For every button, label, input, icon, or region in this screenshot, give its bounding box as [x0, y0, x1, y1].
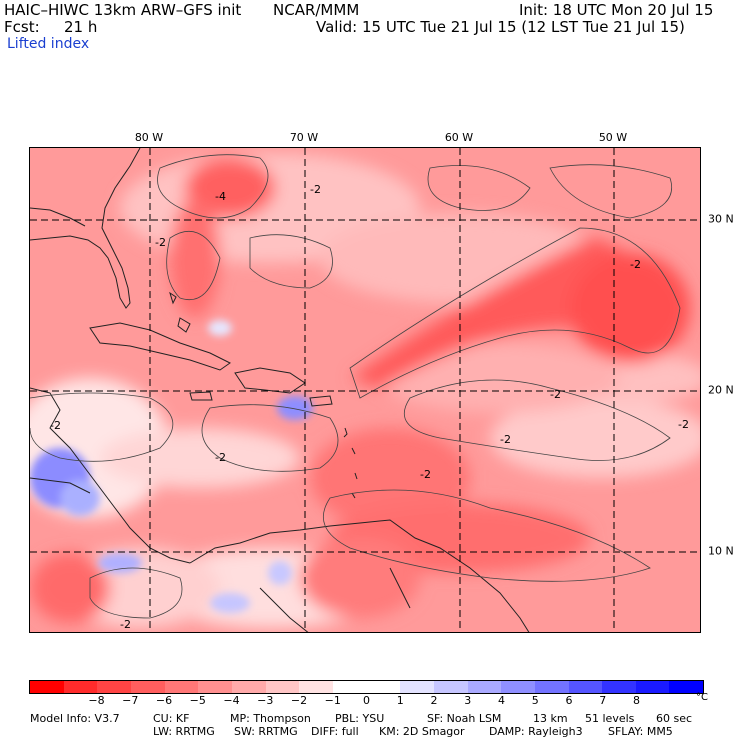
color-scale-tick-label: 2	[430, 694, 438, 707]
color-scale-swatch	[400, 681, 434, 693]
color-scale-tick-label: −4	[223, 694, 240, 707]
latitude-label: 10 N	[708, 544, 734, 558]
color-scale-tick-label: 3	[464, 694, 472, 707]
lifted-index-map: -4 -2 -2 -2 -2 -2 -2 -2 -2 -2 -2	[29, 147, 701, 633]
contour-label: -2	[420, 468, 431, 481]
contour-lines	[30, 154, 681, 619]
microphysics-scheme: MP: Thompson	[230, 712, 311, 725]
contour-label: -2	[678, 418, 689, 431]
unit-label: °C	[696, 692, 708, 703]
model-info: Model Info: V3.7	[30, 712, 120, 725]
color-scale-tick-label: 7	[599, 694, 607, 707]
color-scale-swatch	[669, 681, 704, 693]
valid-time: Valid: 15 UTC Tue 21 Jul 15 (12 LST Tue …	[316, 18, 685, 36]
color-scale-swatch	[366, 681, 401, 693]
shortwave-scheme: SW: RRTMG	[234, 725, 298, 738]
color-scale-swatch	[568, 681, 603, 693]
contour-label: -4	[215, 190, 226, 203]
color-scale-swatch	[433, 681, 468, 693]
resolution: 13 km	[533, 712, 568, 725]
color-scale-swatch	[635, 681, 670, 693]
color-scale-swatch	[231, 681, 266, 693]
init-time: Init: 18 UTC Mon 20 Jul 15	[519, 1, 714, 19]
color-scale-swatch	[30, 681, 64, 693]
color-scale-tick-label: −3	[257, 694, 274, 707]
damping-setting: DAMP: Rayleigh3	[489, 725, 583, 738]
latitude-label: 30 N	[708, 212, 734, 226]
contour-label: -2	[120, 618, 131, 631]
longwave-scheme: LW: RRTMG	[153, 725, 215, 738]
color-scale-swatch	[63, 681, 98, 693]
coastlines	[30, 148, 530, 632]
color-scale-swatch	[534, 681, 569, 693]
color-scale-tick-label: −2	[290, 694, 308, 707]
color-scale-tick-label: 8	[633, 694, 640, 707]
color-scale-swatch	[467, 681, 502, 693]
positive-lifted-index-areas	[30, 320, 313, 613]
contour-label: -2	[50, 419, 61, 432]
color-scale-swatch	[130, 681, 165, 693]
color-scale-swatch	[299, 681, 333, 693]
contour-label: -2	[215, 451, 226, 464]
color-scale-bar	[29, 680, 704, 694]
diffusion-setting: DIFF: full	[311, 725, 359, 738]
color-scale-tick-label: −6	[155, 694, 173, 707]
color-scale-swatch	[164, 681, 199, 693]
color-scale-swatch	[501, 681, 535, 693]
longitude-label: 70 W	[289, 131, 319, 144]
color-scale-swatch	[198, 681, 232, 693]
color-scale-tick-label: −1	[324, 694, 341, 707]
latitude-label: 20 N	[708, 383, 734, 397]
contour-label: -2	[155, 236, 166, 249]
color-scale-swatch	[602, 681, 636, 693]
contour-labels: -4 -2 -2 -2 -2 -2 -2 -2 -2 -2 -2	[50, 183, 689, 631]
cumulus-scheme: CU: KF	[153, 712, 190, 725]
color-scale-swatch	[97, 681, 131, 693]
surface-scheme: SF: Noah LSM	[427, 712, 502, 725]
lat-lon-grid	[30, 148, 700, 632]
color-scale-tick-label: 0	[363, 694, 370, 707]
timestep: 60 sec	[656, 712, 693, 725]
color-scale-swatch	[265, 681, 300, 693]
organization-label: NCAR/MMM	[273, 1, 360, 19]
color-scale-tick-label: −7	[122, 694, 139, 707]
contour-label: -2	[310, 183, 321, 196]
contour-label: -2	[630, 258, 641, 271]
color-scale-tick-label: 1	[396, 694, 404, 707]
color-scale-tick-label: 4	[498, 694, 505, 707]
color-scale-swatch	[332, 681, 367, 693]
forecast-hour: 21 h	[64, 18, 98, 36]
contour-label: -2	[550, 388, 561, 401]
color-scale-tick-label: 5	[531, 694, 539, 707]
surface-layer-scheme: SFLAY: MM5	[608, 725, 673, 738]
field-name: Lifted index	[7, 36, 90, 52]
vertical-levels: 51 levels	[585, 712, 635, 725]
color-scale-tick-label: −5	[189, 694, 206, 707]
km-setting: KM: 2D Smagor	[379, 725, 465, 738]
longitude-label: 50 W	[598, 131, 628, 144]
model-title: HAIC–HIWC 13km ARW–GFS init	[4, 1, 242, 19]
color-scale-tick-label: −8	[88, 694, 105, 707]
pbl-scheme: PBL: YSU	[335, 712, 385, 725]
longitude-label: 80 W	[134, 131, 164, 144]
color-scale-tick-label: 6	[565, 694, 573, 707]
forecast-label: Fcst:	[4, 18, 40, 36]
contour-label: -2	[500, 433, 511, 446]
longitude-label: 60 W	[444, 131, 474, 144]
